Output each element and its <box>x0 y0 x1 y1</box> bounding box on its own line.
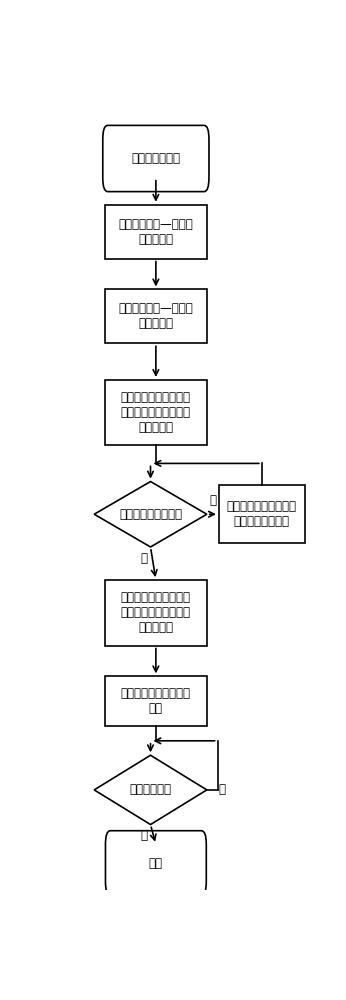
Text: 接受上位机指令: 接受上位机指令 <box>131 152 180 165</box>
Text: 停止: 停止 <box>149 857 163 870</box>
Bar <box>105 205 207 259</box>
Text: 获取升温速度—输出功
率函数关系: 获取升温速度—输出功 率函数关系 <box>118 302 193 330</box>
Polygon shape <box>94 482 207 547</box>
Text: 根据给定升温速度和稳
定温度要求，确定期望
的输出功率: 根据给定升温速度和稳 定温度要求，确定期望 的输出功率 <box>121 391 191 434</box>
Text: 否: 否 <box>209 494 216 507</box>
Text: 否: 否 <box>219 783 226 796</box>
FancyBboxPatch shape <box>106 831 206 895</box>
Text: 获取稳定温度—输出功
率函数关系: 获取稳定温度—输出功 率函数关系 <box>118 218 193 246</box>
Text: 输出给定升温速度所对
应的期望输出功率: 输出给定升温速度所对 应的期望输出功率 <box>227 500 297 528</box>
Text: 调节时间到否: 调节时间到否 <box>129 783 172 796</box>
Text: 输出一个采样周期的给
定目标温度所对应的期
望输出功率: 输出一个采样周期的给 定目标温度所对应的期 望输出功率 <box>121 591 191 634</box>
Bar <box>105 380 207 445</box>
Bar <box>105 289 207 343</box>
FancyBboxPatch shape <box>103 125 209 192</box>
Polygon shape <box>94 755 207 825</box>
Bar <box>219 485 305 543</box>
Text: 实际温度＞目标温度: 实际温度＞目标温度 <box>119 508 182 521</box>
Text: 是: 是 <box>140 829 147 842</box>
Bar <box>105 676 207 726</box>
Text: 根据控制算法自动调整
输出: 根据控制算法自动调整 输出 <box>121 687 191 715</box>
Text: 是: 是 <box>140 552 147 565</box>
Bar <box>105 580 207 646</box>
